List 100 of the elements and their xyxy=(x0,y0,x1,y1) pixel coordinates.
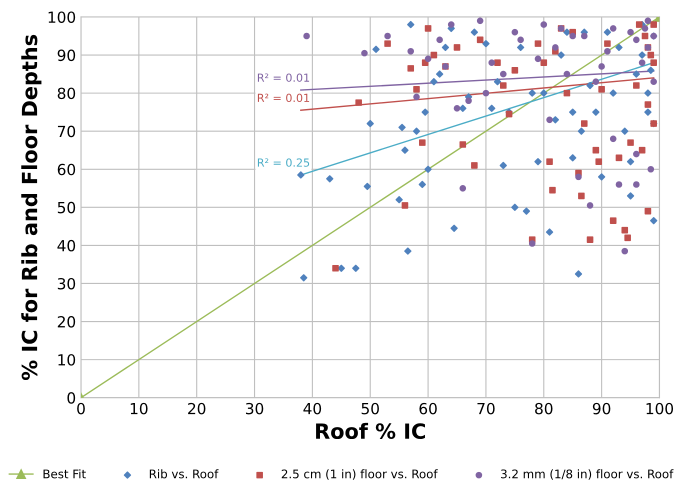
point xyxy=(642,25,648,32)
legend-label: Rib vs. Roof xyxy=(150,469,219,478)
point xyxy=(424,25,432,32)
point xyxy=(476,17,484,24)
point xyxy=(598,86,605,93)
point xyxy=(476,36,484,44)
x-tick-label: 40 xyxy=(303,402,322,414)
point xyxy=(644,101,652,108)
point xyxy=(512,28,518,36)
point xyxy=(528,240,536,247)
point xyxy=(546,116,553,124)
point xyxy=(621,248,628,254)
point xyxy=(460,185,466,192)
point xyxy=(465,97,472,104)
point xyxy=(578,192,585,200)
point xyxy=(384,40,391,47)
point xyxy=(564,70,570,78)
y-tick-label: 50 xyxy=(58,202,76,214)
y-tick-label: 10 xyxy=(58,354,76,366)
legend-label: Best Fit xyxy=(44,469,86,478)
point xyxy=(540,59,548,66)
point xyxy=(648,52,654,58)
point xyxy=(644,208,652,214)
x-tick-label: 20 xyxy=(188,402,206,414)
x-tick-label: 70 xyxy=(477,402,495,414)
point xyxy=(534,56,542,62)
point xyxy=(500,82,507,89)
point xyxy=(424,56,432,62)
point xyxy=(627,28,634,36)
x-tick-label: 50 xyxy=(362,402,379,414)
point xyxy=(621,226,628,234)
x-tick-label: 10 xyxy=(130,402,148,414)
point xyxy=(644,17,652,24)
y-tick-label: 20 xyxy=(58,316,76,328)
point xyxy=(633,150,640,158)
y-tick-label: 0 xyxy=(67,392,76,404)
point xyxy=(355,99,362,106)
point xyxy=(616,181,622,188)
point xyxy=(454,44,460,51)
point xyxy=(384,32,391,40)
point xyxy=(580,120,588,127)
point xyxy=(471,162,478,169)
y-tick-label: 60 xyxy=(58,164,76,176)
x-tick-label: 30 xyxy=(246,402,264,414)
point xyxy=(436,36,443,44)
point xyxy=(407,48,414,55)
point xyxy=(595,158,602,165)
point xyxy=(648,166,654,173)
point xyxy=(604,48,611,55)
point xyxy=(488,59,496,66)
point xyxy=(633,36,640,44)
point xyxy=(407,65,414,72)
x-tick-label: 100 xyxy=(646,402,674,414)
point xyxy=(633,181,640,188)
point xyxy=(624,234,631,242)
point xyxy=(598,63,605,70)
point xyxy=(633,82,640,89)
x-tick-label: 60 xyxy=(419,402,437,414)
point xyxy=(482,90,490,96)
x-tick-label: 80 xyxy=(535,402,552,414)
point xyxy=(616,154,622,162)
x-tick-label: 90 xyxy=(592,402,610,414)
y-axis-title: % IC for Rib and Floor Depths xyxy=(21,34,42,380)
point xyxy=(512,66,518,74)
point xyxy=(586,202,594,209)
point xyxy=(546,158,553,165)
y-tick-label: 30 xyxy=(58,278,76,290)
point xyxy=(448,21,455,28)
point xyxy=(604,40,611,47)
y-tick-label: 80 xyxy=(58,88,76,100)
point xyxy=(636,21,643,28)
point xyxy=(650,59,657,66)
point xyxy=(303,32,310,40)
point xyxy=(413,94,420,100)
point xyxy=(642,32,648,40)
point xyxy=(361,50,368,56)
point xyxy=(454,105,460,112)
y-tick-label: 100 xyxy=(48,11,76,23)
point xyxy=(500,70,507,78)
annotation: R² = 0.01 xyxy=(258,73,310,82)
point xyxy=(517,36,524,44)
y-tick-label: 40 xyxy=(57,240,76,252)
point xyxy=(638,59,646,66)
x-axis-title: Roof % IC xyxy=(316,422,425,440)
point xyxy=(575,174,582,180)
annotation: R² = 0.01 xyxy=(258,94,310,102)
point xyxy=(402,202,408,209)
y-tick-label: 90 xyxy=(58,50,76,62)
point xyxy=(610,25,616,32)
point xyxy=(540,21,548,28)
point xyxy=(638,146,646,154)
point xyxy=(592,146,600,154)
point xyxy=(592,78,600,85)
point xyxy=(564,90,570,96)
point xyxy=(494,59,501,66)
point xyxy=(650,21,657,28)
point xyxy=(627,139,634,146)
point xyxy=(549,186,556,194)
point xyxy=(552,44,559,51)
point xyxy=(569,32,576,40)
